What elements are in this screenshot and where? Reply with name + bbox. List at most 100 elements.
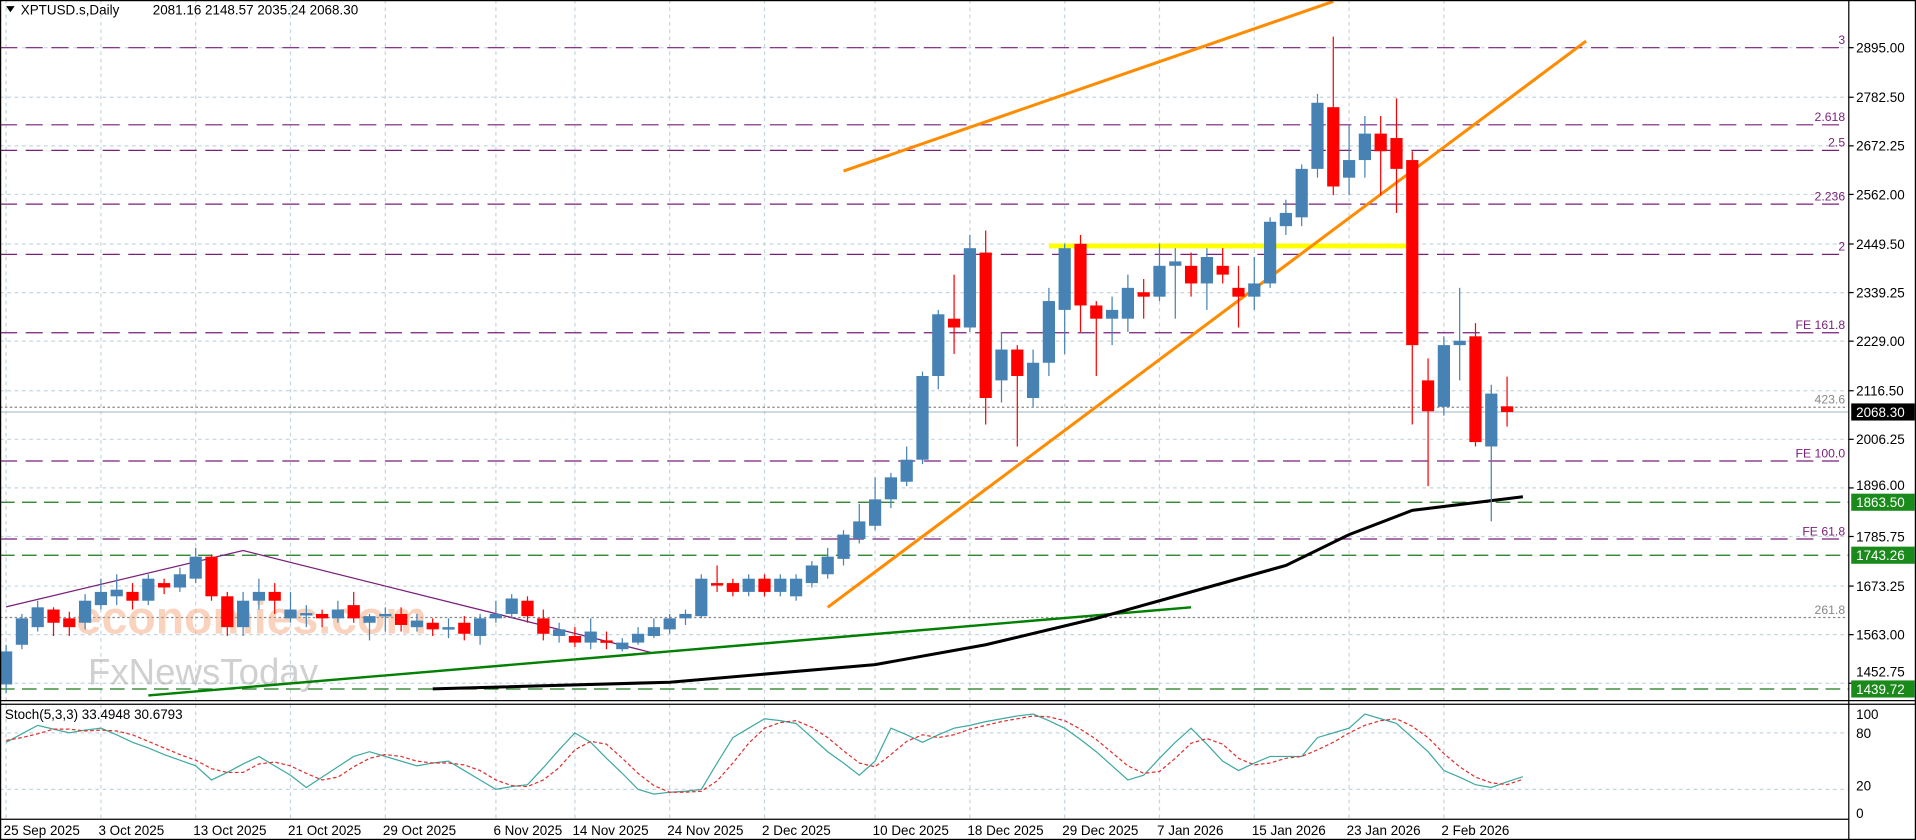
candle-body bbox=[505, 598, 518, 614]
stoch-label: Stoch(5,3,3) 33.4948 30.6793 bbox=[5, 707, 183, 722]
price-axis-label: 1452.75 bbox=[1856, 665, 1905, 680]
candle-body bbox=[1263, 221, 1277, 284]
candle-body bbox=[78, 600, 92, 623]
candle-body bbox=[1105, 309, 1119, 319]
candle-body bbox=[616, 642, 629, 650]
candle-body bbox=[1485, 393, 1498, 447]
candle bbox=[679, 609, 692, 625]
candle bbox=[552, 622, 566, 643]
candle-body bbox=[1327, 107, 1340, 187]
candle-body bbox=[995, 349, 1008, 381]
candle-body bbox=[1358, 133, 1371, 161]
candle bbox=[1500, 376, 1514, 427]
candle-body bbox=[1011, 349, 1024, 376]
candle-body bbox=[568, 635, 582, 643]
candle bbox=[1026, 349, 1040, 407]
candle-body bbox=[884, 477, 898, 500]
candle-body bbox=[1042, 301, 1055, 363]
candle-body bbox=[1374, 133, 1387, 152]
support-price-badge-bg bbox=[1851, 493, 1915, 511]
date-axis-label: 14 Nov 2025 bbox=[572, 823, 648, 838]
price-axis-label: 1896.00 bbox=[1856, 478, 1905, 493]
stoch-axis-label: 0 bbox=[1856, 806, 1863, 821]
candle bbox=[458, 616, 471, 641]
candle-body bbox=[979, 252, 992, 399]
date-axis-label: 25 Sep 2025 bbox=[4, 823, 80, 838]
candle-body bbox=[600, 640, 613, 643]
candle-body bbox=[252, 591, 266, 601]
candle-body bbox=[900, 459, 913, 482]
price-axis-label: 2006.25 bbox=[1856, 432, 1905, 447]
current-price-badge-bg bbox=[1851, 403, 1915, 421]
candle-body bbox=[1406, 160, 1419, 346]
candle-body bbox=[947, 318, 961, 328]
candle bbox=[1232, 265, 1245, 328]
price-axis-label: 1673.25 bbox=[1856, 579, 1905, 594]
symbol-label: XPTUSD.s,Daily bbox=[21, 3, 120, 18]
candle-body bbox=[758, 578, 771, 592]
purple-trendline bbox=[5, 549, 655, 654]
date-axis-label: 2 Feb 2026 bbox=[1441, 823, 1509, 838]
date-axis-label: 21 Oct 2025 bbox=[288, 823, 361, 838]
candle-body bbox=[126, 591, 139, 601]
stoch-axis-label: 20 bbox=[1856, 779, 1871, 794]
candle bbox=[1469, 323, 1482, 447]
candle bbox=[94, 578, 108, 610]
candle bbox=[1121, 274, 1134, 332]
candle bbox=[1437, 336, 1450, 416]
price-axis-label: 2562.00 bbox=[1856, 187, 1905, 202]
date-axis-label: 23 Jan 2026 bbox=[1347, 823, 1421, 838]
collapse-triangle-icon[interactable] bbox=[6, 6, 15, 13]
stoch-axis-label: 100 bbox=[1856, 707, 1878, 722]
candle-body bbox=[916, 375, 929, 460]
candle bbox=[710, 565, 724, 592]
candle bbox=[315, 609, 329, 628]
candle-body bbox=[1500, 406, 1514, 412]
candle-body bbox=[63, 618, 76, 628]
candle-body bbox=[726, 583, 740, 592]
fib-level-label: FE 61.8 bbox=[1802, 524, 1845, 538]
candle bbox=[1058, 243, 1071, 354]
candle bbox=[252, 578, 266, 610]
candle-body bbox=[0, 651, 13, 685]
candle bbox=[805, 561, 819, 588]
candle-body bbox=[394, 613, 408, 625]
candle bbox=[0, 644, 13, 694]
candle bbox=[979, 230, 992, 425]
drawn-lines[interactable] bbox=[5, 0, 1587, 697]
candle bbox=[1200, 248, 1213, 310]
candle-body bbox=[268, 591, 281, 601]
candle bbox=[1327, 36, 1340, 196]
fib-level-label: 2.618 bbox=[1815, 110, 1846, 124]
candle bbox=[774, 574, 787, 597]
candle-body bbox=[1390, 138, 1403, 169]
channel-upper-line bbox=[842, 0, 1334, 173]
candle bbox=[110, 574, 123, 606]
candle-body bbox=[1200, 257, 1213, 284]
candle-body bbox=[1295, 168, 1308, 218]
date-axis-label: 10 Dec 2025 bbox=[873, 823, 949, 838]
candle bbox=[1342, 124, 1356, 196]
candle-body bbox=[205, 556, 218, 597]
candle bbox=[1011, 345, 1024, 447]
candle bbox=[853, 503, 866, 544]
date-axis-label: 15 Jan 2026 bbox=[1252, 823, 1326, 838]
candle-body bbox=[663, 618, 676, 630]
candle bbox=[379, 607, 392, 632]
candle bbox=[1374, 115, 1387, 196]
stoch-axis-label: 80 bbox=[1856, 726, 1871, 741]
candle bbox=[947, 274, 961, 354]
fib-level-label: FE 100.0 bbox=[1796, 446, 1846, 460]
candle-body bbox=[1248, 283, 1261, 297]
candle-body bbox=[189, 556, 202, 579]
candle bbox=[268, 583, 281, 614]
price-axis-label: 2339.25 bbox=[1856, 285, 1905, 300]
candle-body bbox=[1074, 243, 1087, 306]
channel-lower-line bbox=[826, 39, 1587, 609]
candle-body bbox=[157, 583, 171, 588]
candle-body bbox=[1453, 340, 1466, 346]
candle-body bbox=[1184, 265, 1198, 284]
candle bbox=[1453, 287, 1466, 381]
